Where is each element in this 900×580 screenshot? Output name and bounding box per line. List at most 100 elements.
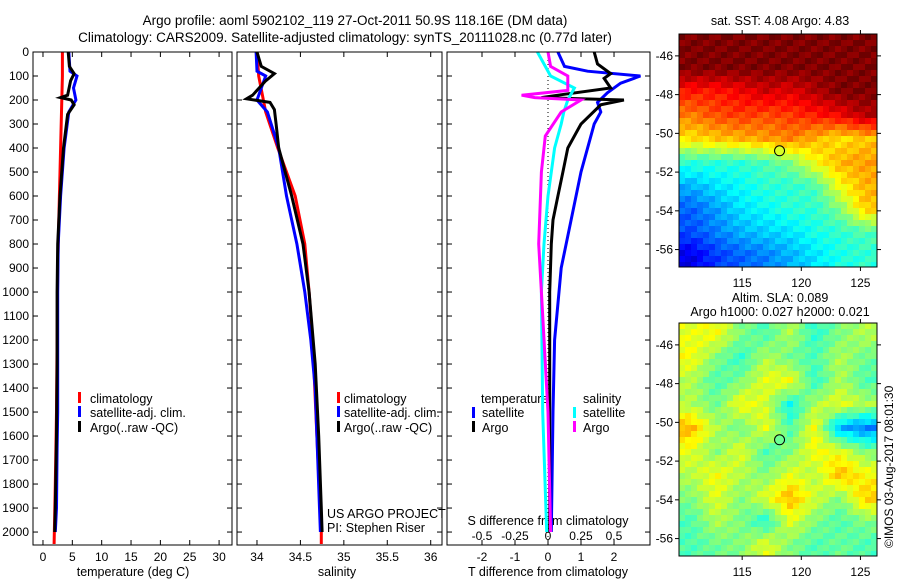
heatmap-cell <box>757 40 764 47</box>
heatmap-cell <box>697 371 704 378</box>
heatmap-cell <box>757 419 764 426</box>
heatmap-cell <box>799 377 806 384</box>
heatmap-cell <box>727 401 734 408</box>
heatmap-cell <box>835 58 842 65</box>
heatmap-cell <box>739 166 746 173</box>
heatmap-cell <box>679 82 686 89</box>
heatmap-cell <box>697 425 704 432</box>
heatmap-cell <box>721 533 728 540</box>
heatmap-cell <box>745 52 752 59</box>
heatmap-cell <box>835 467 842 474</box>
heatmap-cell <box>823 455 830 462</box>
heatmap-cell <box>817 461 824 468</box>
series-satellite-adj-clim <box>254 51 322 533</box>
heatmap-cell <box>745 533 752 540</box>
heatmap-cell <box>715 473 722 480</box>
heatmap-cell <box>703 377 710 384</box>
heatmap-cell <box>781 226 788 233</box>
heatmap-cell <box>763 64 770 71</box>
heatmap-cell <box>841 244 848 251</box>
heatmap-cell <box>709 154 716 161</box>
heatmap-cell <box>829 244 836 251</box>
heatmap-cell <box>751 238 758 245</box>
heatmap-cell <box>715 509 722 516</box>
heatmap-cell <box>811 383 818 390</box>
heatmap-cell <box>697 250 704 257</box>
heatmap-cell <box>829 202 836 209</box>
heatmap-cell <box>679 383 686 390</box>
heatmap-cell <box>841 40 848 47</box>
heatmap-cell <box>733 539 740 546</box>
heatmap-cell <box>721 503 728 510</box>
heatmap-cell <box>739 431 746 438</box>
heatmap-cell <box>727 142 734 149</box>
heatmap-cell <box>703 160 710 167</box>
heatmap-cell <box>871 353 878 360</box>
heatmap-cell <box>847 214 854 221</box>
heatmap-cell <box>799 539 806 546</box>
heatmap-cell <box>853 124 860 131</box>
heatmap-cell <box>799 40 806 47</box>
heatmap-cell <box>721 473 728 480</box>
heatmap-cell <box>871 485 878 492</box>
heatmap-cell <box>721 329 728 336</box>
heatmap-cell <box>751 539 758 546</box>
heatmap-cell <box>811 244 818 251</box>
heatmap-cell <box>733 124 740 131</box>
heatmap-cell <box>865 503 872 510</box>
heatmap-cell <box>715 383 722 390</box>
heatmap-cell <box>787 533 794 540</box>
heatmap-cell <box>745 202 752 209</box>
heatmap-cell <box>703 214 710 221</box>
heatmap-cell <box>709 100 716 107</box>
heatmap-cell <box>709 88 716 95</box>
heatmap-cell <box>715 437 722 444</box>
heatmap-cell <box>817 202 824 209</box>
heatmap-cell <box>823 515 830 522</box>
heatmap-cell <box>703 503 710 510</box>
heatmap-cell <box>739 232 746 239</box>
heatmap-cell <box>709 401 716 408</box>
heatmap-cell <box>811 82 818 89</box>
heatmap-cell <box>799 94 806 101</box>
heatmap-cell <box>817 238 824 245</box>
heatmap-cell <box>703 473 710 480</box>
heatmap-cell <box>709 461 716 468</box>
heatmap-cell <box>691 389 698 396</box>
heatmap-cell <box>853 154 860 161</box>
heatmap-cell <box>799 509 806 516</box>
heatmap-cell <box>829 130 836 137</box>
heatmap-cell <box>787 359 794 366</box>
heatmap-cell <box>793 196 800 203</box>
heatmap-cell <box>697 148 704 155</box>
heatmap-cell <box>829 515 836 522</box>
heatmap-cell <box>799 136 806 143</box>
heatmap-cell <box>775 220 782 227</box>
heatmap-cell <box>763 335 770 342</box>
heatmap-cell <box>733 220 740 227</box>
heatmap-cell <box>865 545 872 552</box>
heatmap-cell <box>787 323 794 330</box>
heatmap-cell <box>775 533 782 540</box>
heatmap-cell <box>685 52 692 59</box>
y-tick-label: 600 <box>9 189 29 203</box>
heatmap-cell <box>811 455 818 462</box>
heatmap-cell <box>835 130 842 137</box>
heatmap-cell <box>685 262 692 268</box>
heatmap-cell <box>835 196 842 203</box>
series-temperature-satellite <box>549 51 641 533</box>
heatmap-cell <box>769 497 776 504</box>
heatmap-cell <box>805 256 812 263</box>
heatmap-cell <box>763 359 770 366</box>
heatmap-cell <box>751 46 758 53</box>
heatmap-cell <box>769 509 776 516</box>
heatmap-cell <box>703 521 710 528</box>
heatmap-cell <box>805 419 812 426</box>
heatmap-cell <box>871 533 878 540</box>
heatmap-cell <box>721 443 728 450</box>
heatmap-cell <box>781 539 788 546</box>
heatmap-cell <box>859 202 866 209</box>
heatmap-cell <box>811 413 818 420</box>
heatmap-cell <box>853 94 860 101</box>
heatmap-cell <box>787 461 794 468</box>
